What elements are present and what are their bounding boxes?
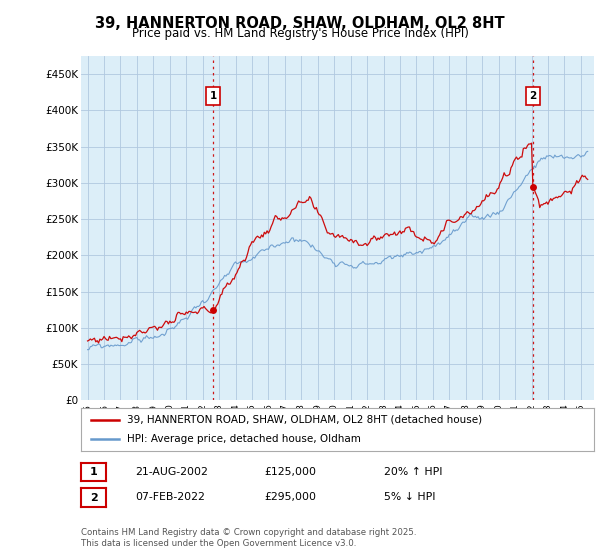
Text: £295,000: £295,000 bbox=[264, 492, 316, 502]
Text: 07-FEB-2022: 07-FEB-2022 bbox=[135, 492, 205, 502]
Text: 5% ↓ HPI: 5% ↓ HPI bbox=[384, 492, 436, 502]
Text: 2: 2 bbox=[90, 493, 97, 502]
Text: HPI: Average price, detached house, Oldham: HPI: Average price, detached house, Oldh… bbox=[127, 434, 361, 444]
Text: 20% ↑ HPI: 20% ↑ HPI bbox=[384, 466, 443, 477]
Text: Contains HM Land Registry data © Crown copyright and database right 2025.
This d: Contains HM Land Registry data © Crown c… bbox=[81, 528, 416, 548]
Text: 39, HANNERTON ROAD, SHAW, OLDHAM, OL2 8HT (detached house): 39, HANNERTON ROAD, SHAW, OLDHAM, OL2 8H… bbox=[127, 415, 482, 424]
Text: 21-AUG-2002: 21-AUG-2002 bbox=[135, 466, 208, 477]
Text: £125,000: £125,000 bbox=[264, 466, 316, 477]
Text: 39, HANNERTON ROAD, SHAW, OLDHAM, OL2 8HT: 39, HANNERTON ROAD, SHAW, OLDHAM, OL2 8H… bbox=[95, 16, 505, 31]
Text: Price paid vs. HM Land Registry's House Price Index (HPI): Price paid vs. HM Land Registry's House … bbox=[131, 27, 469, 40]
Text: 1: 1 bbox=[90, 467, 97, 477]
Text: 2: 2 bbox=[529, 91, 536, 101]
Text: 1: 1 bbox=[209, 91, 217, 101]
